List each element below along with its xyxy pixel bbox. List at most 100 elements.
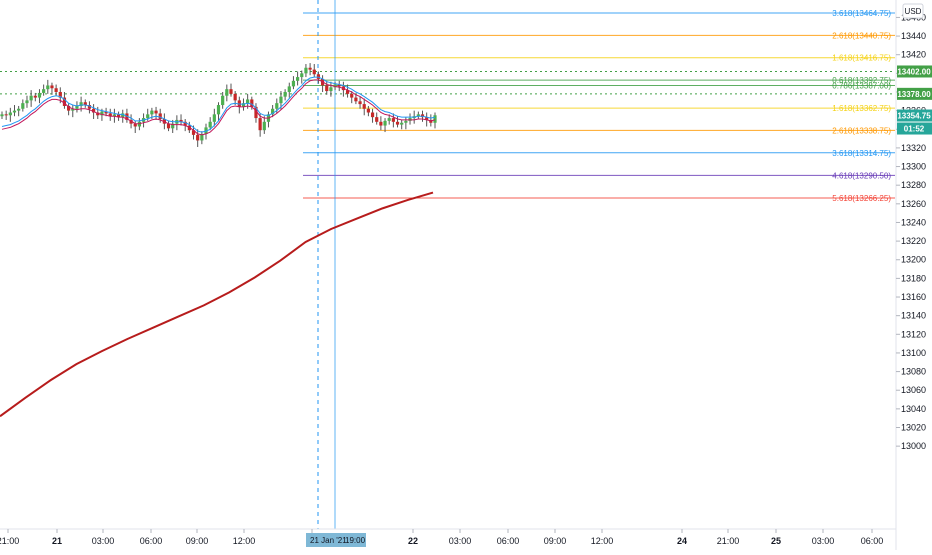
candle[interactable] (133, 120, 137, 133)
candle[interactable] (370, 108, 375, 123)
candle[interactable] (87, 101, 92, 114)
candle[interactable] (37, 89, 42, 104)
candle-body (33, 95, 37, 98)
candle-body (233, 93, 237, 101)
candle-body (4, 114, 8, 116)
candle[interactable] (354, 93, 358, 105)
candle[interactable] (25, 95, 29, 108)
candle[interactable] (345, 84, 350, 98)
countdown-tag: 01:52 (897, 122, 932, 135)
price-tag: 13378.00 (897, 87, 932, 100)
candle[interactable] (4, 110, 8, 120)
candle[interactable] (395, 116, 400, 128)
candle[interactable] (208, 117, 212, 131)
candle[interactable] (287, 82, 291, 98)
candle[interactable] (291, 76, 296, 90)
candle-body (212, 114, 216, 122)
time-tick-label: 06:00 (861, 536, 884, 546)
last-price-tag: 13354.75 (897, 109, 932, 122)
candle[interactable] (216, 102, 221, 121)
time-tick-label: 06:00 (140, 536, 163, 546)
candle[interactable] (304, 64, 308, 78)
candle[interactable] (50, 82, 54, 95)
candle-body (250, 99, 254, 107)
candle[interactable] (254, 103, 258, 123)
candle[interactable] (67, 103, 71, 116)
candle[interactable] (258, 113, 262, 137)
candle[interactable] (108, 108, 112, 121)
candle[interactable] (308, 63, 312, 76)
candle[interactable] (42, 84, 46, 96)
candle[interactable] (71, 105, 75, 118)
candle[interactable] (166, 120, 171, 132)
candle-body (345, 90, 350, 94)
candle[interactable] (312, 64, 316, 78)
candle[interactable] (83, 99, 87, 108)
candle[interactable] (379, 116, 383, 131)
price-tick-label: 13260 (901, 199, 926, 209)
price-tags: 13402.00 13378.00 13354.75 01:52 (897, 65, 932, 135)
candle[interactable] (33, 92, 37, 102)
candle[interactable] (154, 106, 158, 120)
candle[interactable] (300, 70, 304, 84)
time-axis[interactable]: 21:002103:0006:0009:0012:00002203:0006:0… (0, 529, 883, 546)
time-tick-label: 12:00 (233, 536, 256, 546)
candle[interactable] (46, 79, 50, 94)
candle[interactable] (416, 111, 420, 120)
candle[interactable] (121, 109, 125, 123)
candle[interactable] (350, 91, 354, 104)
candle[interactable] (283, 89, 287, 101)
candle-body (116, 114, 121, 118)
ema-series (0, 191, 434, 418)
candle[interactable] (325, 80, 329, 95)
candle[interactable] (262, 116, 266, 134)
candle-body (246, 99, 250, 104)
candle[interactable] (29, 90, 33, 107)
time-tick-label: 21:00 (0, 536, 19, 546)
candle[interactable] (75, 101, 79, 113)
candle[interactable] (358, 96, 362, 109)
candle[interactable] (196, 129, 200, 147)
candle[interactable] (54, 84, 58, 96)
candle[interactable] (200, 131, 204, 145)
candle[interactable] (8, 107, 12, 122)
fib-level-label: 3.618(13464.75) (832, 9, 891, 18)
candle[interactable] (387, 114, 391, 125)
price-tag-text: 13402.00 (897, 67, 931, 76)
currency-badge[interactable]: USD (902, 3, 924, 19)
candle[interactable] (391, 113, 395, 128)
candle[interactable] (337, 80, 341, 92)
price-tick-label: 13080 (901, 367, 926, 377)
candle[interactable] (179, 114, 183, 126)
candle[interactable] (400, 119, 404, 130)
candle[interactable] (375, 112, 379, 125)
candle[interactable] (366, 105, 370, 117)
candle-body (179, 119, 183, 122)
candle[interactable] (221, 91, 225, 109)
price-tick-label: 13180 (901, 273, 926, 283)
candle-body (104, 111, 108, 114)
candle-body (354, 97, 358, 102)
candle-body (200, 133, 204, 141)
candle[interactable] (404, 117, 408, 130)
candle-body (308, 67, 312, 70)
candle[interactable] (116, 111, 121, 121)
candle[interactable] (383, 118, 387, 133)
candle-body (283, 91, 287, 97)
candle[interactable] (0, 111, 4, 120)
candle[interactable] (229, 83, 233, 97)
price-tick-label: 13420 (901, 50, 926, 60)
candle[interactable] (225, 84, 229, 102)
candle[interactable] (296, 71, 300, 86)
candle[interactable] (21, 99, 25, 112)
candle-body (379, 121, 383, 126)
candle[interactable] (12, 105, 17, 117)
candle[interactable] (362, 98, 366, 116)
candle[interactable] (329, 81, 333, 97)
candle[interactable] (17, 105, 21, 117)
candle[interactable] (62, 91, 67, 109)
candle[interactable] (271, 105, 275, 118)
candle[interactable] (212, 108, 216, 127)
